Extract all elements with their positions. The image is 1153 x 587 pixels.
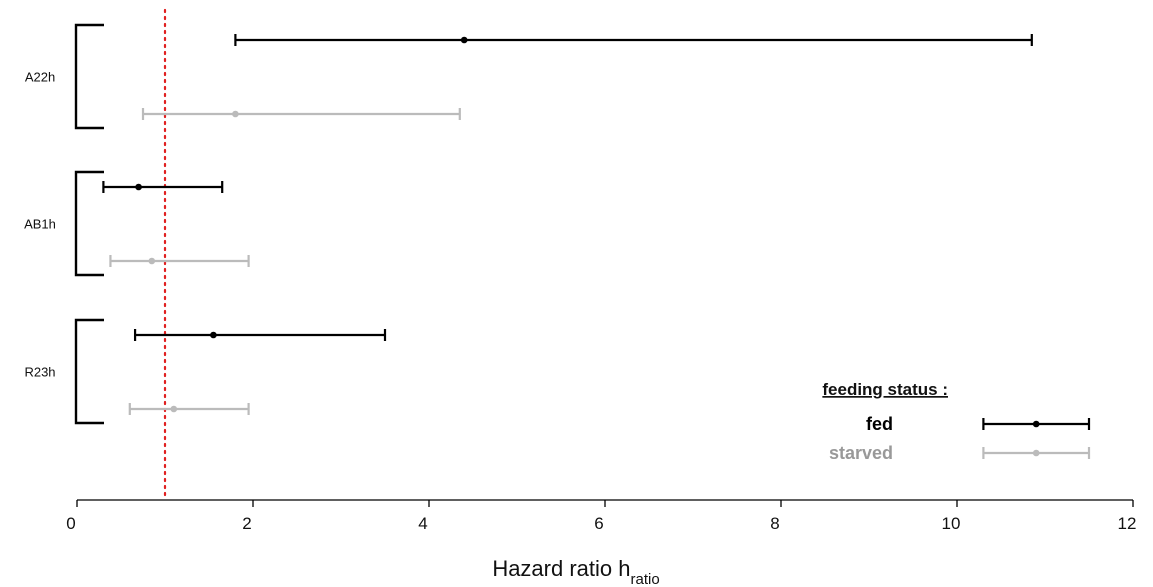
x-axis-label: Hazard ratio hratio [492,556,659,587]
legend-sample-fed [982,418,1091,430]
point-estimate [170,405,178,413]
ci-starved [141,108,461,120]
group-bracket [74,318,104,425]
group-bracket [74,23,104,130]
x-tick-label: 4 [418,514,427,533]
x-axis-label-subscript: ratio [631,571,660,587]
point-estimate [1032,449,1040,457]
x-tick-label: 2 [242,514,251,533]
chart-marks [102,34,1033,415]
point-estimate [210,331,217,339]
group-bracket [74,170,104,277]
group-brackets [74,23,104,425]
group-label: AB1h [24,217,56,232]
point-estimate [148,257,156,265]
legend-sample-starved [982,447,1091,459]
ci-fed [102,181,224,193]
legend-label-starved: starved [829,443,893,463]
legend-label-fed: fed [866,414,893,434]
legend-items: fed starved [829,414,1091,463]
point-estimate [460,36,468,44]
x-tick-label: 6 [594,514,603,533]
x-axis-label-main: Hazard ratio h [492,556,630,581]
group-labels: A22h AB1h R23h [24,70,56,380]
ci-fed [234,34,1033,46]
x-tick-label: 8 [770,514,779,533]
group-label: A22h [25,70,55,85]
ci-fed [133,329,387,341]
x-tick-label: 12 [1118,514,1137,533]
x-tick-label: 10 [942,514,961,533]
ci-starved [128,403,250,415]
legend-title: feeding status : [822,380,948,399]
x-axis: 0 2 4 6 8 10 12 [66,499,1137,533]
group-label: R23h [24,365,55,380]
x-tick-label: 0 [66,514,75,533]
ci-starved [109,255,250,267]
point-estimate [232,110,239,118]
point-estimate [135,183,142,191]
point-estimate [1032,420,1040,428]
legend: feeding status : fed starved [822,380,1091,463]
